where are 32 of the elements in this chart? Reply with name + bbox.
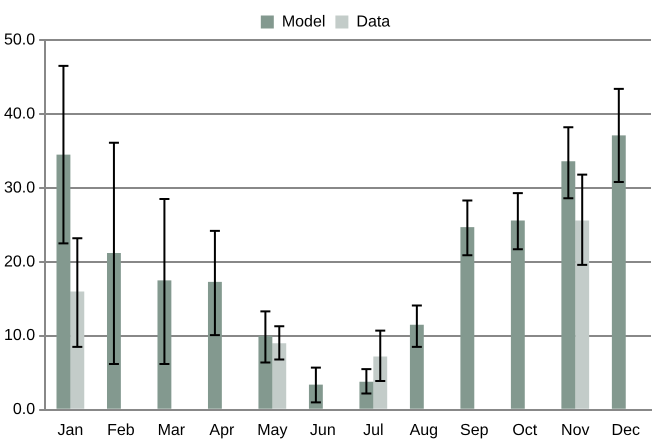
x-tick-label: Jan (57, 422, 84, 439)
x-tick-label: Sep (460, 422, 489, 439)
x-tick-label: Dec (612, 422, 640, 439)
x-tick-label: May (257, 422, 288, 439)
x-tick-label: Oct (512, 422, 538, 439)
y-tick-label: 0.0 (12, 401, 36, 418)
bar (612, 135, 626, 409)
y-tick-label: 40.0 (4, 105, 36, 122)
x-tick-label: Jun (310, 422, 336, 439)
bar (157, 280, 172, 409)
bar (460, 227, 474, 409)
y-tick-label: 20.0 (4, 253, 36, 270)
y-tick-label: 30.0 (4, 179, 36, 196)
y-tick-label: 50.0 (4, 31, 36, 48)
x-tick-label: Jul (363, 422, 384, 439)
x-tick-label: Mar (158, 422, 186, 439)
bar (258, 336, 272, 409)
bar (410, 324, 424, 409)
bar (272, 343, 286, 409)
x-tick-label: Apr (209, 422, 235, 439)
bar (575, 220, 590, 409)
bar (70, 291, 84, 409)
legend-label: Data (356, 13, 390, 30)
bar (208, 282, 222, 409)
bar (510, 220, 525, 409)
x-tick-label: Nov (561, 422, 590, 439)
y-tick-label: 10.0 (4, 327, 36, 344)
x-tick-label: Feb (107, 422, 135, 439)
bar (56, 154, 70, 409)
bar (561, 161, 576, 409)
x-tick-label: Aug (410, 422, 438, 439)
legend-label: Model (282, 13, 326, 30)
